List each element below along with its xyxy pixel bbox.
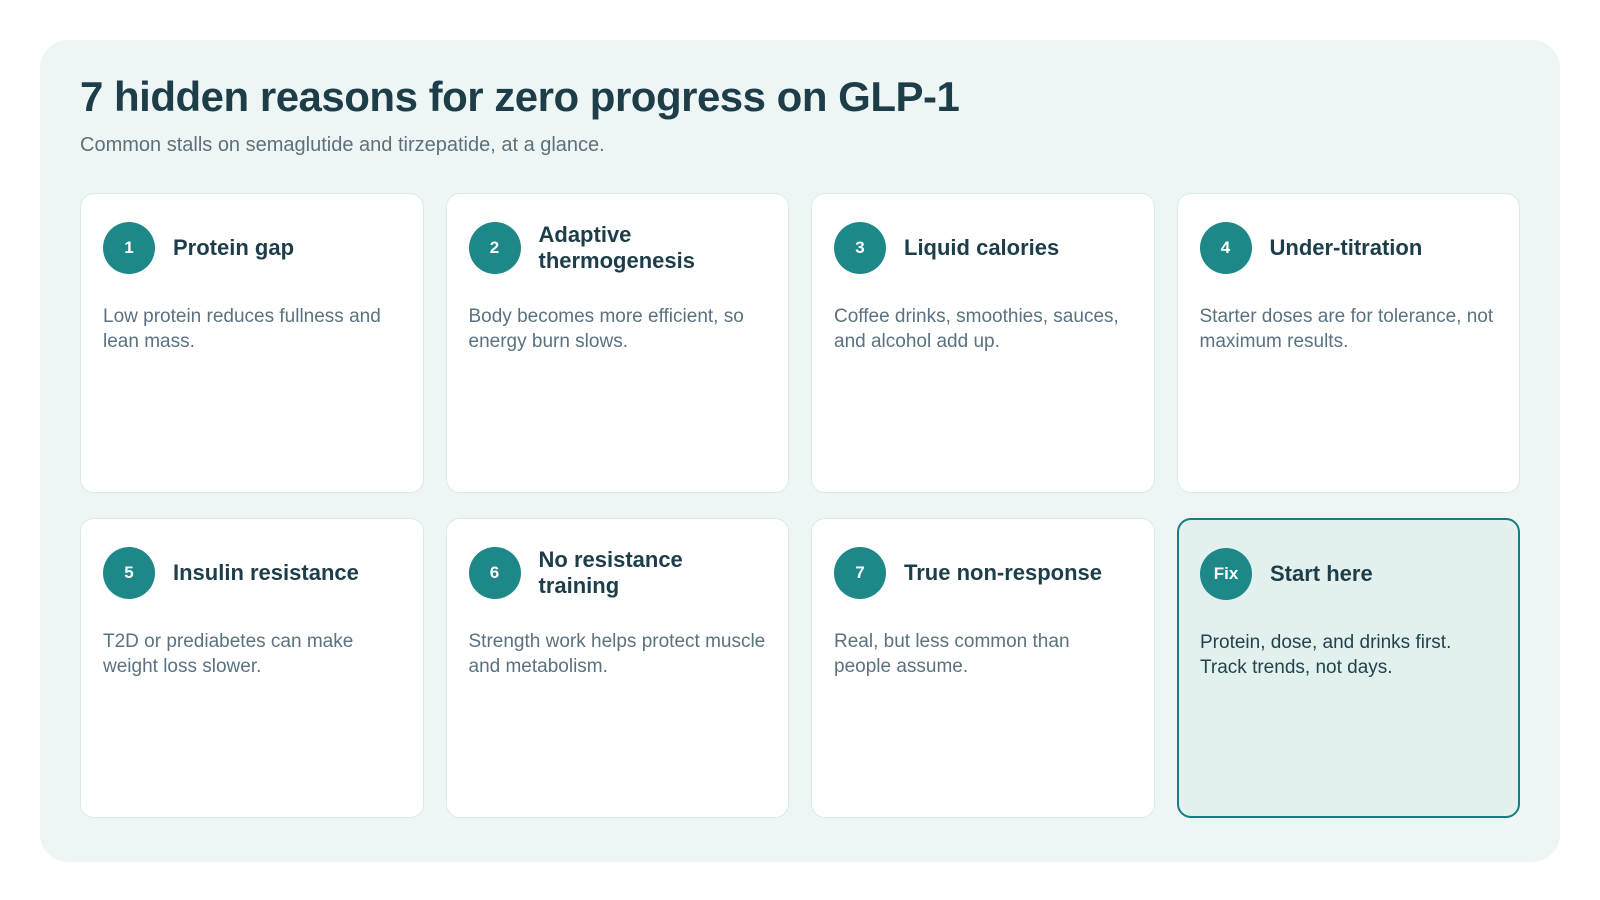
card-body: Real, but less common than people assume… — [834, 631, 1070, 678]
card-body: Body becomes more efficient, so energy b… — [468, 306, 744, 353]
card-title: True non-response — [904, 560, 1103, 586]
card-start-here: Fix Start here Protein, dose, and drinks… — [1176, 518, 1520, 819]
cards-grid: 1 Protein gap Low protein reduces fullne… — [80, 193, 1520, 819]
card-true-non-response: 7 True non-response Real, but less commo… — [811, 518, 1155, 819]
card-title: Start here — [1270, 560, 1373, 586]
card-no-resistance-training: 6 No resistance training Strength work h… — [445, 518, 789, 819]
card-header: 3 Liquid calories — [834, 216, 1132, 280]
card-title: Protein gap — [173, 235, 295, 261]
card-body: T2D or prediabetes can make weight loss … — [103, 631, 354, 678]
page-title: 7 hidden reasons for zero progress on GL… — [80, 73, 960, 120]
card-header: 1 Protein gap — [103, 216, 401, 280]
card-header: 6 No resistance training — [468, 541, 767, 605]
card-title: Liquid calories — [904, 235, 1060, 261]
card-header: 2 Adaptive thermogenesis — [468, 216, 767, 280]
card-under-titration: 4 Under-titration Starter doses are for … — [1176, 193, 1520, 494]
number-badge: 3 — [834, 222, 886, 275]
number-badge: 5 — [103, 547, 155, 600]
card-body: Strength work helps protect muscle and m… — [468, 631, 766, 678]
card-header: 7 True non-response — [834, 541, 1132, 605]
number-badge: 1 — [103, 222, 155, 275]
card-body: Coffee drinks, smoothies, sauces, and al… — [834, 306, 1119, 353]
card-title: No resistance training — [538, 547, 683, 599]
number-badge: 4 — [1199, 222, 1252, 275]
card-body: Starter doses are for tolerance, not max… — [1199, 306, 1494, 353]
fix-badge: Fix — [1200, 547, 1252, 600]
card-header: 4 Under-titration — [1199, 216, 1498, 280]
number-badge: 6 — [468, 547, 521, 600]
card-protein-gap: 1 Protein gap Low protein reduces fullne… — [80, 193, 424, 494]
card-title: Adaptive thermogenesis — [538, 222, 696, 274]
page-subtitle: Common stalls on semaglutide and tirzepa… — [80, 134, 605, 157]
card-header: Fix Start here — [1200, 542, 1497, 606]
card-insulin-resistance: 5 Insulin resistance T2D or prediabetes … — [80, 518, 424, 819]
number-badge: 7 — [834, 547, 886, 600]
card-title: Under-titration — [1269, 235, 1423, 261]
card-liquid-calories: 3 Liquid calories Coffee drinks, smoothi… — [811, 193, 1155, 494]
card-body: Low protein reduces fullness and lean ma… — [103, 306, 381, 353]
card-header: 5 Insulin resistance — [103, 541, 401, 605]
card-title: Insulin resistance — [173, 560, 359, 586]
number-badge: 2 — [468, 222, 521, 275]
card-adaptive-thermogenesis: 2 Adaptive thermogenesis Body becomes mo… — [445, 193, 789, 494]
infographic-panel: 7 hidden reasons for zero progress on GL… — [40, 40, 1560, 862]
card-body: Protein, dose, and drinks first. Track t… — [1200, 631, 1452, 678]
